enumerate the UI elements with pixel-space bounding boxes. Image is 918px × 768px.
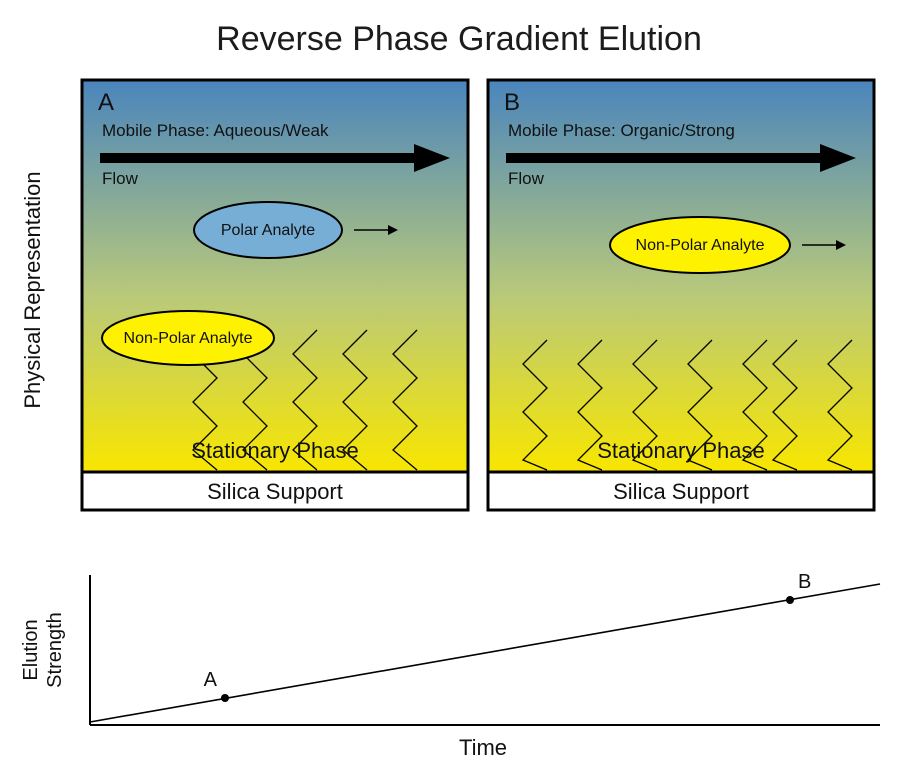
elution-chart: AB bbox=[90, 571, 880, 725]
mobile-phase-label: Mobile Phase: Organic/Strong bbox=[508, 121, 735, 140]
flow-label: Flow bbox=[102, 169, 139, 188]
elution-label-1: Elution bbox=[20, 619, 42, 680]
mobile-phase-label: Mobile Phase: Aqueous/Weak bbox=[102, 121, 329, 140]
panel-A: A Mobile Phase: Aqueous/Weak Flow Stationar… bbox=[82, 80, 468, 510]
stationary-phase-label: Stationary Phase bbox=[597, 438, 765, 463]
elution-label-2: Strength bbox=[44, 612, 66, 688]
flow-label: Flow bbox=[508, 169, 545, 188]
gradient-line bbox=[90, 584, 880, 722]
x-axis-label-time: Time bbox=[459, 735, 507, 760]
polar-analyte-label: Polar Analyte bbox=[221, 222, 315, 239]
chart-point-label-B: B bbox=[798, 571, 811, 593]
chart-point-label-A: A bbox=[204, 669, 218, 691]
y-axis-label-physical: Physical Representation bbox=[20, 171, 45, 408]
silica-support-label: Silica Support bbox=[207, 479, 343, 504]
panel-letter-A: A bbox=[98, 89, 114, 116]
panel-B: B Mobile Phase: Organic/Strong Flow Station… bbox=[488, 80, 874, 510]
stationary-phase-label: Stationary Phase bbox=[191, 438, 359, 463]
diagram-title: Reverse Phase Gradient Elution bbox=[216, 20, 702, 58]
chart-point-A bbox=[221, 694, 229, 702]
chart-point-B bbox=[786, 596, 794, 604]
y-axis-label-elution: ElutionStrength bbox=[20, 612, 66, 688]
panel-letter-B: B bbox=[504, 89, 520, 116]
nonpolar-analyte-label: Non-Polar Analyte bbox=[636, 237, 765, 254]
silica-support-label: Silica Support bbox=[613, 479, 749, 504]
nonpolar-analyte-label: Non-Polar Analyte bbox=[124, 330, 253, 347]
